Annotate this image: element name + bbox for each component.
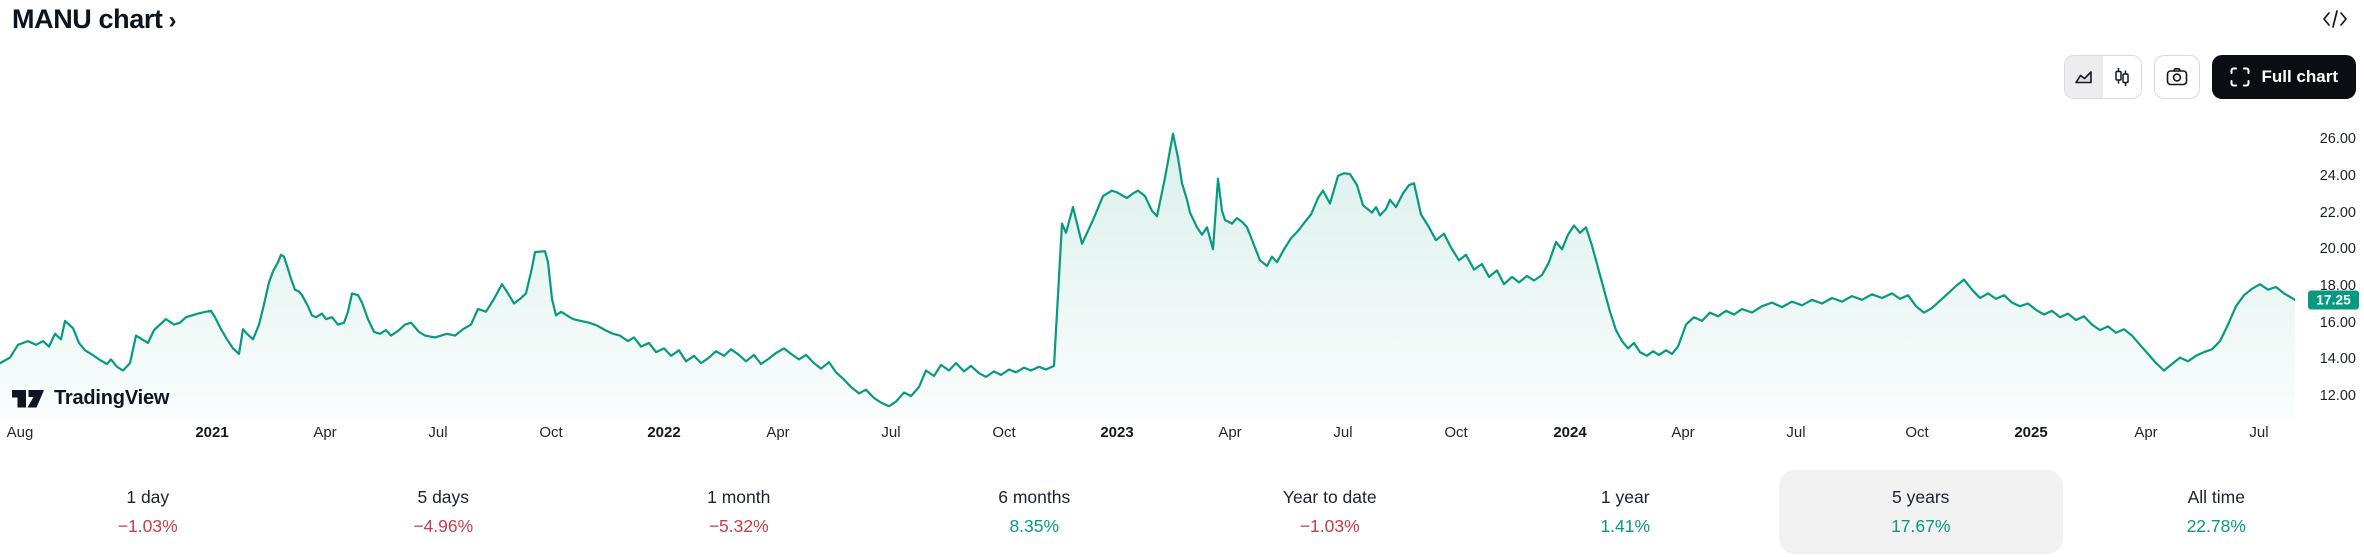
price-area-fill <box>0 133 2295 420</box>
period-label: All time <box>2187 487 2245 507</box>
period-button-all-time[interactable]: All time 22.78% <box>2075 470 2359 554</box>
x-axis-label: Aug <box>6 424 34 441</box>
period-button-1-day[interactable]: 1 day −1.03% <box>6 470 290 554</box>
period-value: −1.03% <box>117 516 178 536</box>
area-chart-icon <box>2075 71 2093 84</box>
period-value: 22.78% <box>2186 516 2246 536</box>
page-title: MANU chart <box>12 4 163 34</box>
period-label: Year to date <box>1282 487 1377 507</box>
period-value: −1.03% <box>1299 516 1360 536</box>
period-button-year-to-date[interactable]: Year to date −1.03% <box>1188 470 1472 554</box>
symbol-title-link[interactable]: MANU chart › <box>12 4 177 35</box>
x-axis-label: Jul <box>428 424 448 441</box>
period-value: −5.32% <box>708 516 769 536</box>
x-axis-label: Apr <box>1671 424 1695 441</box>
x-axis-label: Apr <box>313 424 337 441</box>
tradingview-attribution-link[interactable]: TradingView <box>12 386 169 410</box>
period-label: 1 day <box>126 487 170 507</box>
period-value: 8.35% <box>1009 516 1060 536</box>
period-button-1-year[interactable]: 1 year 1.41% <box>1484 470 1768 554</box>
price-line <box>0 132 2295 408</box>
x-axis-label: 2021 <box>195 424 229 441</box>
y-axis-label: 12.00 <box>2319 388 2356 405</box>
x-axis-label: Oct <box>539 424 563 441</box>
camera-icon <box>2167 68 2188 86</box>
candlestick-icon <box>2115 68 2130 86</box>
x-axis-label: Jul <box>1333 424 1353 441</box>
x-axis-label: Apr <box>766 424 790 441</box>
code-icon <box>2323 10 2347 28</box>
y-axis-label: 26.00 <box>2319 131 2356 148</box>
tradingview-logo-icon <box>12 390 44 408</box>
full-chart-label: Full chart <box>2261 67 2338 86</box>
period-button-5-days[interactable]: 5 days −4.96% <box>302 470 586 554</box>
chart-type-switch <box>2064 55 2143 99</box>
period-value: 1.41% <box>1600 516 1651 536</box>
x-axis-label: Oct <box>1905 424 1929 441</box>
x-axis-label: 2024 <box>1553 424 1587 441</box>
y-axis-label: 24.00 <box>2319 167 2356 184</box>
last-price-badge: 17.25 <box>2308 290 2359 310</box>
period-button-1-month[interactable]: 1 month −5.32% <box>597 470 881 554</box>
period-label: 1 year <box>1600 487 1650 507</box>
period-label: 5 years <box>1892 487 1950 507</box>
period-value: −4.96% <box>413 516 474 536</box>
x-axis-label: 2025 <box>2014 424 2048 441</box>
period-label: 6 months <box>998 487 1071 507</box>
full-chart-button[interactable]: Full chart <box>2212 55 2356 99</box>
area-chart-type-button[interactable] <box>2065 56 2104 98</box>
chevron-right-icon: › <box>168 6 177 34</box>
period-button-5-years[interactable]: 5 years 17.67% <box>1779 470 2063 554</box>
x-axis-label: 2023 <box>1100 424 1134 441</box>
y-axis-label: 18.00 <box>2319 278 2356 294</box>
tradingview-wordmark: TradingView <box>54 386 170 409</box>
y-axis-label: 14.00 <box>2319 351 2356 368</box>
x-axis-label: Jul <box>2249 424 2269 441</box>
candles-chart-type-button[interactable] <box>2103 56 2142 98</box>
y-axis-label: 20.00 <box>2319 241 2356 258</box>
period-selector: 1 day −1.03% 5 days −4.96% 1 month −5.32% 6 mo… <box>0 470 2364 554</box>
snapshot-button[interactable] <box>2154 55 2201 99</box>
y-axis-label: 22.00 <box>2319 204 2356 221</box>
period-value: 17.67% <box>1891 516 1951 536</box>
x-axis-label: Apr <box>1218 424 1242 441</box>
x-axis-label: Jul <box>1786 424 1806 441</box>
x-axis-label: Jul <box>881 424 901 441</box>
chart-toolbar: Full chart <box>2064 55 2356 99</box>
fullscreen-icon <box>2230 67 2250 87</box>
x-axis-label: Apr <box>2134 424 2158 441</box>
x-axis-label: 2022 <box>647 424 681 441</box>
embed-code-button[interactable] <box>2318 4 2352 34</box>
price-chart[interactable] <box>0 0 2295 557</box>
period-label: 5 days <box>417 487 470 507</box>
period-button-6-months[interactable]: 6 months 8.35% <box>893 470 1177 554</box>
x-axis-label: Oct <box>1444 424 1468 441</box>
y-axis-label: 16.00 <box>2319 314 2356 331</box>
x-axis-label: Oct <box>992 424 1016 441</box>
period-label: 1 month <box>707 487 771 507</box>
